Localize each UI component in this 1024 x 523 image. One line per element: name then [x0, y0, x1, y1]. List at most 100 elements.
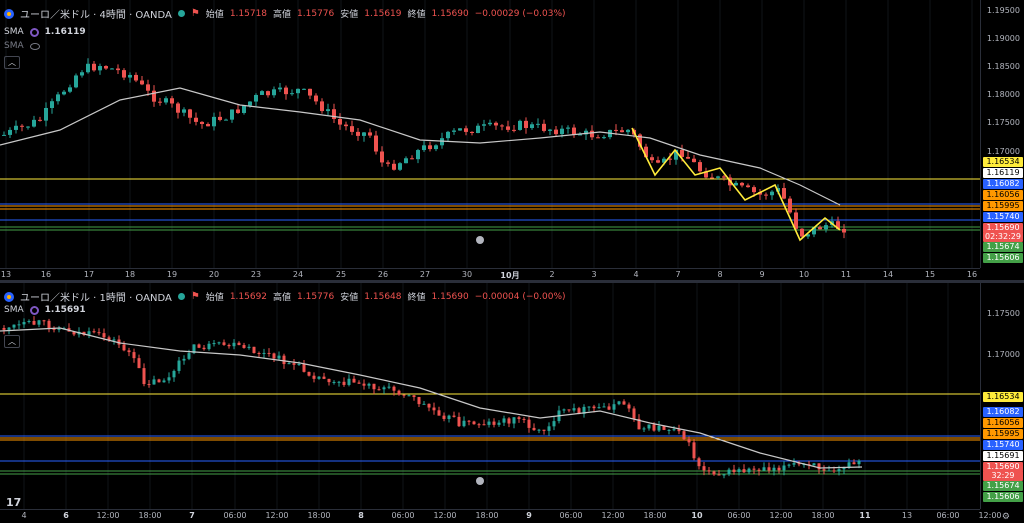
price-tag[interactable]: 1.16056	[983, 418, 1023, 428]
price-tag[interactable]: 1.16056	[983, 190, 1023, 200]
candle[interactable]	[410, 158, 414, 160]
price-plot-4h[interactable]	[0, 0, 980, 268]
price-tag[interactable]: 1.16119	[983, 168, 1023, 178]
candle[interactable]	[412, 395, 416, 398]
candle[interactable]	[567, 409, 571, 411]
candle[interactable]	[487, 421, 491, 425]
candle[interactable]	[437, 410, 441, 416]
candle[interactable]	[642, 428, 646, 430]
candle[interactable]	[607, 406, 611, 410]
candle[interactable]	[38, 119, 42, 121]
candle[interactable]	[164, 98, 168, 103]
candle[interactable]	[452, 130, 456, 132]
sma-legend-1h[interactable]: SMA 1.15691	[4, 305, 86, 315]
collapse-legend-button[interactable]: ︿	[4, 56, 20, 69]
zigzag-line[interactable]	[631, 127, 841, 242]
candle[interactable]	[682, 431, 686, 440]
candle[interactable]	[344, 124, 348, 127]
candle[interactable]	[502, 418, 506, 423]
candle[interactable]	[472, 421, 476, 425]
candle[interactable]	[404, 158, 408, 164]
candle[interactable]	[117, 339, 121, 345]
gear-icon[interactable]: ⚙	[1001, 512, 1010, 522]
flag-icon[interactable]: ⚑	[190, 291, 200, 302]
candle[interactable]	[80, 72, 84, 76]
candle[interactable]	[686, 156, 690, 159]
candle[interactable]	[476, 125, 480, 134]
candle[interactable]	[332, 109, 336, 119]
hidden-eye-icon[interactable]	[29, 42, 40, 50]
candle[interactable]	[427, 403, 431, 408]
candle[interactable]	[842, 228, 846, 233]
candle[interactable]	[446, 131, 450, 139]
candle[interactable]	[734, 182, 738, 186]
candle[interactable]	[716, 176, 720, 178]
candle[interactable]	[596, 137, 600, 139]
candle[interactable]	[602, 137, 606, 139]
candle[interactable]	[590, 130, 594, 138]
candle[interactable]	[227, 344, 231, 347]
candle[interactable]	[746, 185, 750, 188]
candle[interactable]	[542, 123, 546, 131]
candle[interactable]	[56, 94, 60, 102]
candle[interactable]	[2, 134, 6, 136]
candle[interactable]	[602, 406, 606, 408]
candle[interactable]	[302, 364, 306, 372]
candle[interactable]	[287, 363, 291, 365]
candle[interactable]	[842, 467, 846, 470]
candle[interactable]	[722, 474, 726, 476]
candle[interactable]	[522, 418, 526, 420]
symbol-title[interactable]: ユーロ／米ドル · 4時間 · OANDA	[20, 10, 172, 21]
candle[interactable]	[792, 463, 796, 465]
candle[interactable]	[87, 331, 91, 335]
candle[interactable]	[794, 212, 798, 229]
reset-view-icon[interactable]	[476, 236, 484, 244]
candle[interactable]	[27, 321, 31, 323]
candle[interactable]	[767, 467, 771, 471]
candle[interactable]	[107, 337, 111, 341]
price-tag[interactable]: 1.15690	[983, 223, 1023, 233]
candle[interactable]	[68, 87, 72, 92]
candle[interactable]	[260, 91, 264, 95]
price-tag[interactable]: 1.16534	[983, 392, 1023, 402]
candle[interactable]	[42, 320, 46, 322]
candle[interactable]	[577, 408, 581, 414]
candle[interactable]	[92, 63, 96, 71]
candle[interactable]	[547, 426, 551, 431]
price-tag[interactable]: 1.15690	[983, 462, 1023, 472]
candle[interactable]	[188, 109, 192, 118]
candle[interactable]	[582, 406, 586, 414]
candle[interactable]	[277, 355, 281, 359]
candle[interactable]	[158, 101, 162, 103]
candle[interactable]	[347, 378, 351, 385]
candle[interactable]	[818, 227, 822, 230]
candle[interactable]	[44, 108, 48, 121]
candle[interactable]	[482, 424, 486, 426]
price-tag[interactable]: 1.15740	[983, 440, 1023, 450]
candle[interactable]	[787, 464, 791, 466]
price-axis-1h[interactable]: 1.17500 1.17000 1.16534 1.16082 1.16056 1.159…	[980, 283, 1024, 509]
candle[interactable]	[252, 346, 256, 354]
candle[interactable]	[812, 463, 816, 466]
candle[interactable]	[397, 390, 401, 395]
candle[interactable]	[377, 389, 381, 391]
candle[interactable]	[422, 403, 426, 405]
candle[interactable]	[266, 91, 270, 96]
candle[interactable]	[322, 376, 326, 379]
candle[interactable]	[152, 90, 156, 102]
candle[interactable]	[62, 91, 66, 95]
candle[interactable]	[492, 421, 496, 425]
candle[interactable]	[578, 134, 582, 136]
candle[interactable]	[617, 401, 621, 405]
price-tag[interactable]: 02:32:29	[983, 232, 1023, 242]
candle[interactable]	[560, 128, 564, 135]
candle[interactable]	[177, 360, 181, 371]
candle[interactable]	[662, 158, 666, 163]
candle[interactable]	[192, 344, 196, 354]
candle[interactable]	[292, 363, 296, 365]
collapse-legend-button[interactable]: ︿	[4, 335, 20, 348]
candle[interactable]	[337, 381, 341, 383]
candle[interactable]	[462, 420, 466, 427]
candle[interactable]	[712, 471, 716, 475]
candle[interactable]	[647, 424, 651, 429]
